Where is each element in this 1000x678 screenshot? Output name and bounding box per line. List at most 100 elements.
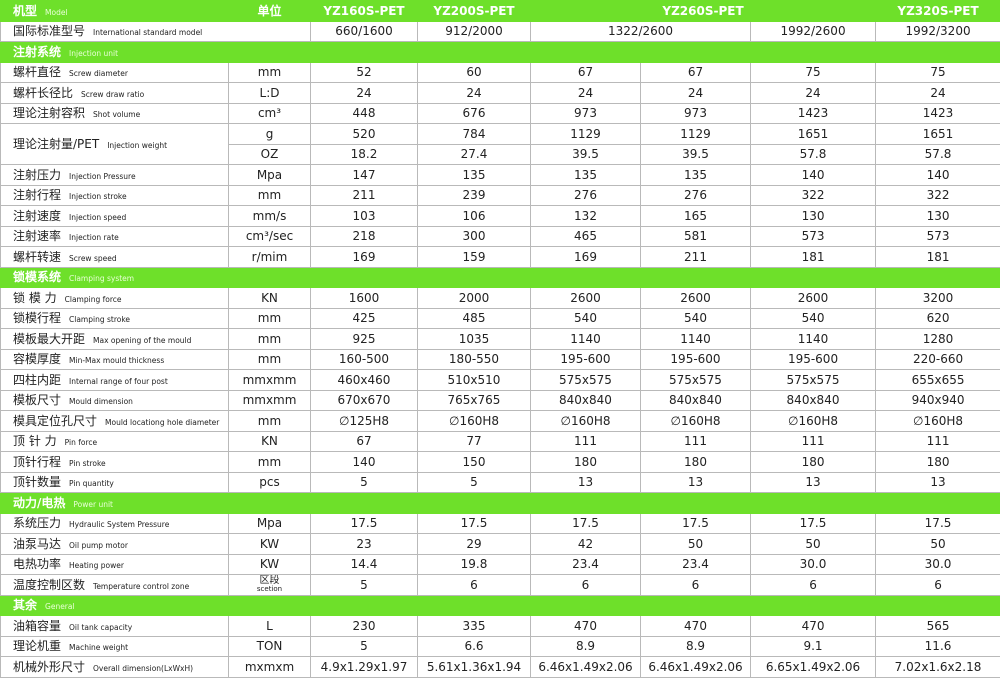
row-label: 理论注射量/PET Injection weight (0, 123, 229, 165)
value-cell: ∅160H8 (530, 410, 641, 432)
row-label: 模板尺寸 Mould dimension (0, 389, 229, 411)
section-row: 锁模系统 Clamping system (0, 266, 1000, 288)
label-en: Clamping force (64, 294, 122, 304)
value-cell: 5 (310, 574, 418, 596)
unit-cell: Mpa (228, 512, 311, 534)
label-cn: 油箱容量 (13, 618, 62, 633)
header-cell: YZ320S-PET (875, 0, 1000, 22)
value-cell: 655x655 (875, 369, 1000, 391)
value-cell: 180 (640, 451, 751, 473)
value-cell: 239 (417, 184, 531, 206)
value-cell: 840x840 (749, 389, 877, 411)
header-cell: 机型 Model (0, 0, 229, 22)
value-cell: 6.6 (417, 635, 531, 657)
value-cell: 1992/2600 (749, 20, 877, 42)
row-label: 理论注射容积 Shot volume (0, 102, 229, 124)
value-cell: 676 (417, 102, 531, 124)
row-label: 模板最大开距 Max opening of the mould (0, 328, 229, 350)
value-cell: 23.4 (640, 553, 751, 575)
value-cell: 7.02x1.6x2.18 (875, 656, 1000, 678)
label-cn: 油泵马达 (13, 536, 62, 551)
value-cell: 67 (310, 430, 418, 452)
value-cell: 485 (417, 307, 531, 329)
unit-cell: OZ (228, 143, 311, 165)
spec-row: 顶针行程 Pin stroke mm 140 150 180 180 180 180 (0, 451, 1000, 473)
label-en: Oil tank capacity (69, 622, 133, 632)
value-cell: 6 (640, 574, 751, 596)
section-row: 注射系统 Injection unit (0, 41, 1000, 63)
value-cell: 840x840 (640, 389, 751, 411)
row-label: 油泵马达 Oil pump motor (0, 533, 229, 555)
value-cell: 111 (640, 430, 751, 452)
spec-row: 模具定位孔尺寸 Mould locationg hole diameter mm ∅1… (0, 410, 1000, 432)
label-cn: 容模厚度 (13, 352, 62, 367)
value-cell: 111 (749, 430, 877, 452)
spec-row: 机械外形尺寸 Overall dimension(LxWxH) mxmxm 4.9x1… (0, 656, 1000, 678)
section-title: 其余 General (0, 594, 1000, 616)
section-row: 其余 General (0, 594, 1000, 616)
label-en: Screw diameter (69, 69, 128, 79)
label-cn: 注射速度 (13, 208, 62, 223)
row-label: 顶针数量 Pin quantity (0, 471, 229, 493)
label-en: Pin stroke (69, 458, 106, 468)
value-cell: 13 (530, 471, 641, 493)
spec-row: 理论机重 Machine weight TON 5 6.6 8.9 8.9 9.1 11.6 (0, 635, 1000, 657)
value-cell: 230 (310, 615, 418, 637)
value-cell: 1423 (749, 102, 877, 124)
value-cell: 27.4 (417, 143, 531, 165)
value-cell: 180 (749, 451, 877, 473)
unit-cell: g (228, 123, 311, 145)
spec-row: 四柱内距 Internal range of four post mmxmm 460x… (0, 369, 1000, 391)
value-cell: 195-600 (749, 348, 877, 370)
value-cell: 973 (530, 102, 641, 124)
row-label: 机械外形尺寸 Overall dimension(LxWxH) (0, 656, 229, 678)
value-cell: 6.46x1.49x2.06 (530, 656, 641, 678)
value-cell: 220-660 (875, 348, 1000, 370)
value-cell: 6 (530, 574, 641, 596)
row-label: 油箱容量 Oil tank capacity (0, 615, 229, 637)
value-cell: 2600 (749, 287, 877, 309)
unit-cell: mm (228, 61, 311, 83)
unit-cell: KN (228, 287, 311, 309)
label-cn: 温度控制区数 (13, 577, 86, 592)
value-cell: 75 (875, 61, 1000, 83)
value-cell: 470 (749, 615, 877, 637)
label-en: Injection weight (107, 141, 168, 150)
value-cell: 150 (417, 451, 531, 473)
spec-row: 螺杆转速 Screw speed r/mim 169 159 169 211 181 181 (0, 246, 1000, 268)
label-cn: 理论注射容积 (13, 106, 86, 121)
value-cell: 211 (640, 246, 751, 268)
value-cell: 50 (749, 533, 877, 555)
header-cell: 单位 (228, 0, 311, 22)
value-cell: 181 (875, 246, 1000, 268)
label-en: Hydraulic System Pressure (69, 520, 170, 530)
value-cell: 181 (749, 246, 877, 268)
row-label: 螺杆转速 Screw speed (0, 246, 229, 268)
label-cn: 螺杆转速 (13, 249, 62, 264)
unit-cell: mm (228, 307, 311, 329)
value-cell: 2600 (530, 287, 641, 309)
section-cn: 动力/电热 (13, 495, 66, 510)
value-cell: 75 (749, 61, 877, 83)
value-cell: 57.8 (749, 143, 877, 165)
value-cell: 912/2000 (417, 20, 531, 42)
spec-row: 模板最大开距 Max opening of the mould mm 925 1035 1… (0, 328, 1000, 350)
model-label-en: Model (45, 7, 68, 17)
label-cn: 理论注射量/PET (13, 137, 100, 151)
value-cell: 470 (530, 615, 641, 637)
label-cn: 顶针数量 (13, 475, 62, 490)
value-cell: ∅160H8 (640, 410, 751, 432)
unit-cell: KW (228, 553, 311, 575)
value-cell: 17.5 (417, 512, 531, 534)
value-cell: 510x510 (417, 369, 531, 391)
value-cell: ∅160H8 (749, 410, 877, 432)
unit-cell: KW (228, 533, 311, 555)
value-cell: 111 (530, 430, 641, 452)
value-cell: 2000 (417, 287, 531, 309)
value-cell: 1423 (875, 102, 1000, 124)
value-cell: 67 (530, 61, 641, 83)
unit-cell: mm/s (228, 205, 311, 227)
value-cell: ∅160H8 (875, 410, 1000, 432)
value-cell: 218 (310, 225, 418, 247)
